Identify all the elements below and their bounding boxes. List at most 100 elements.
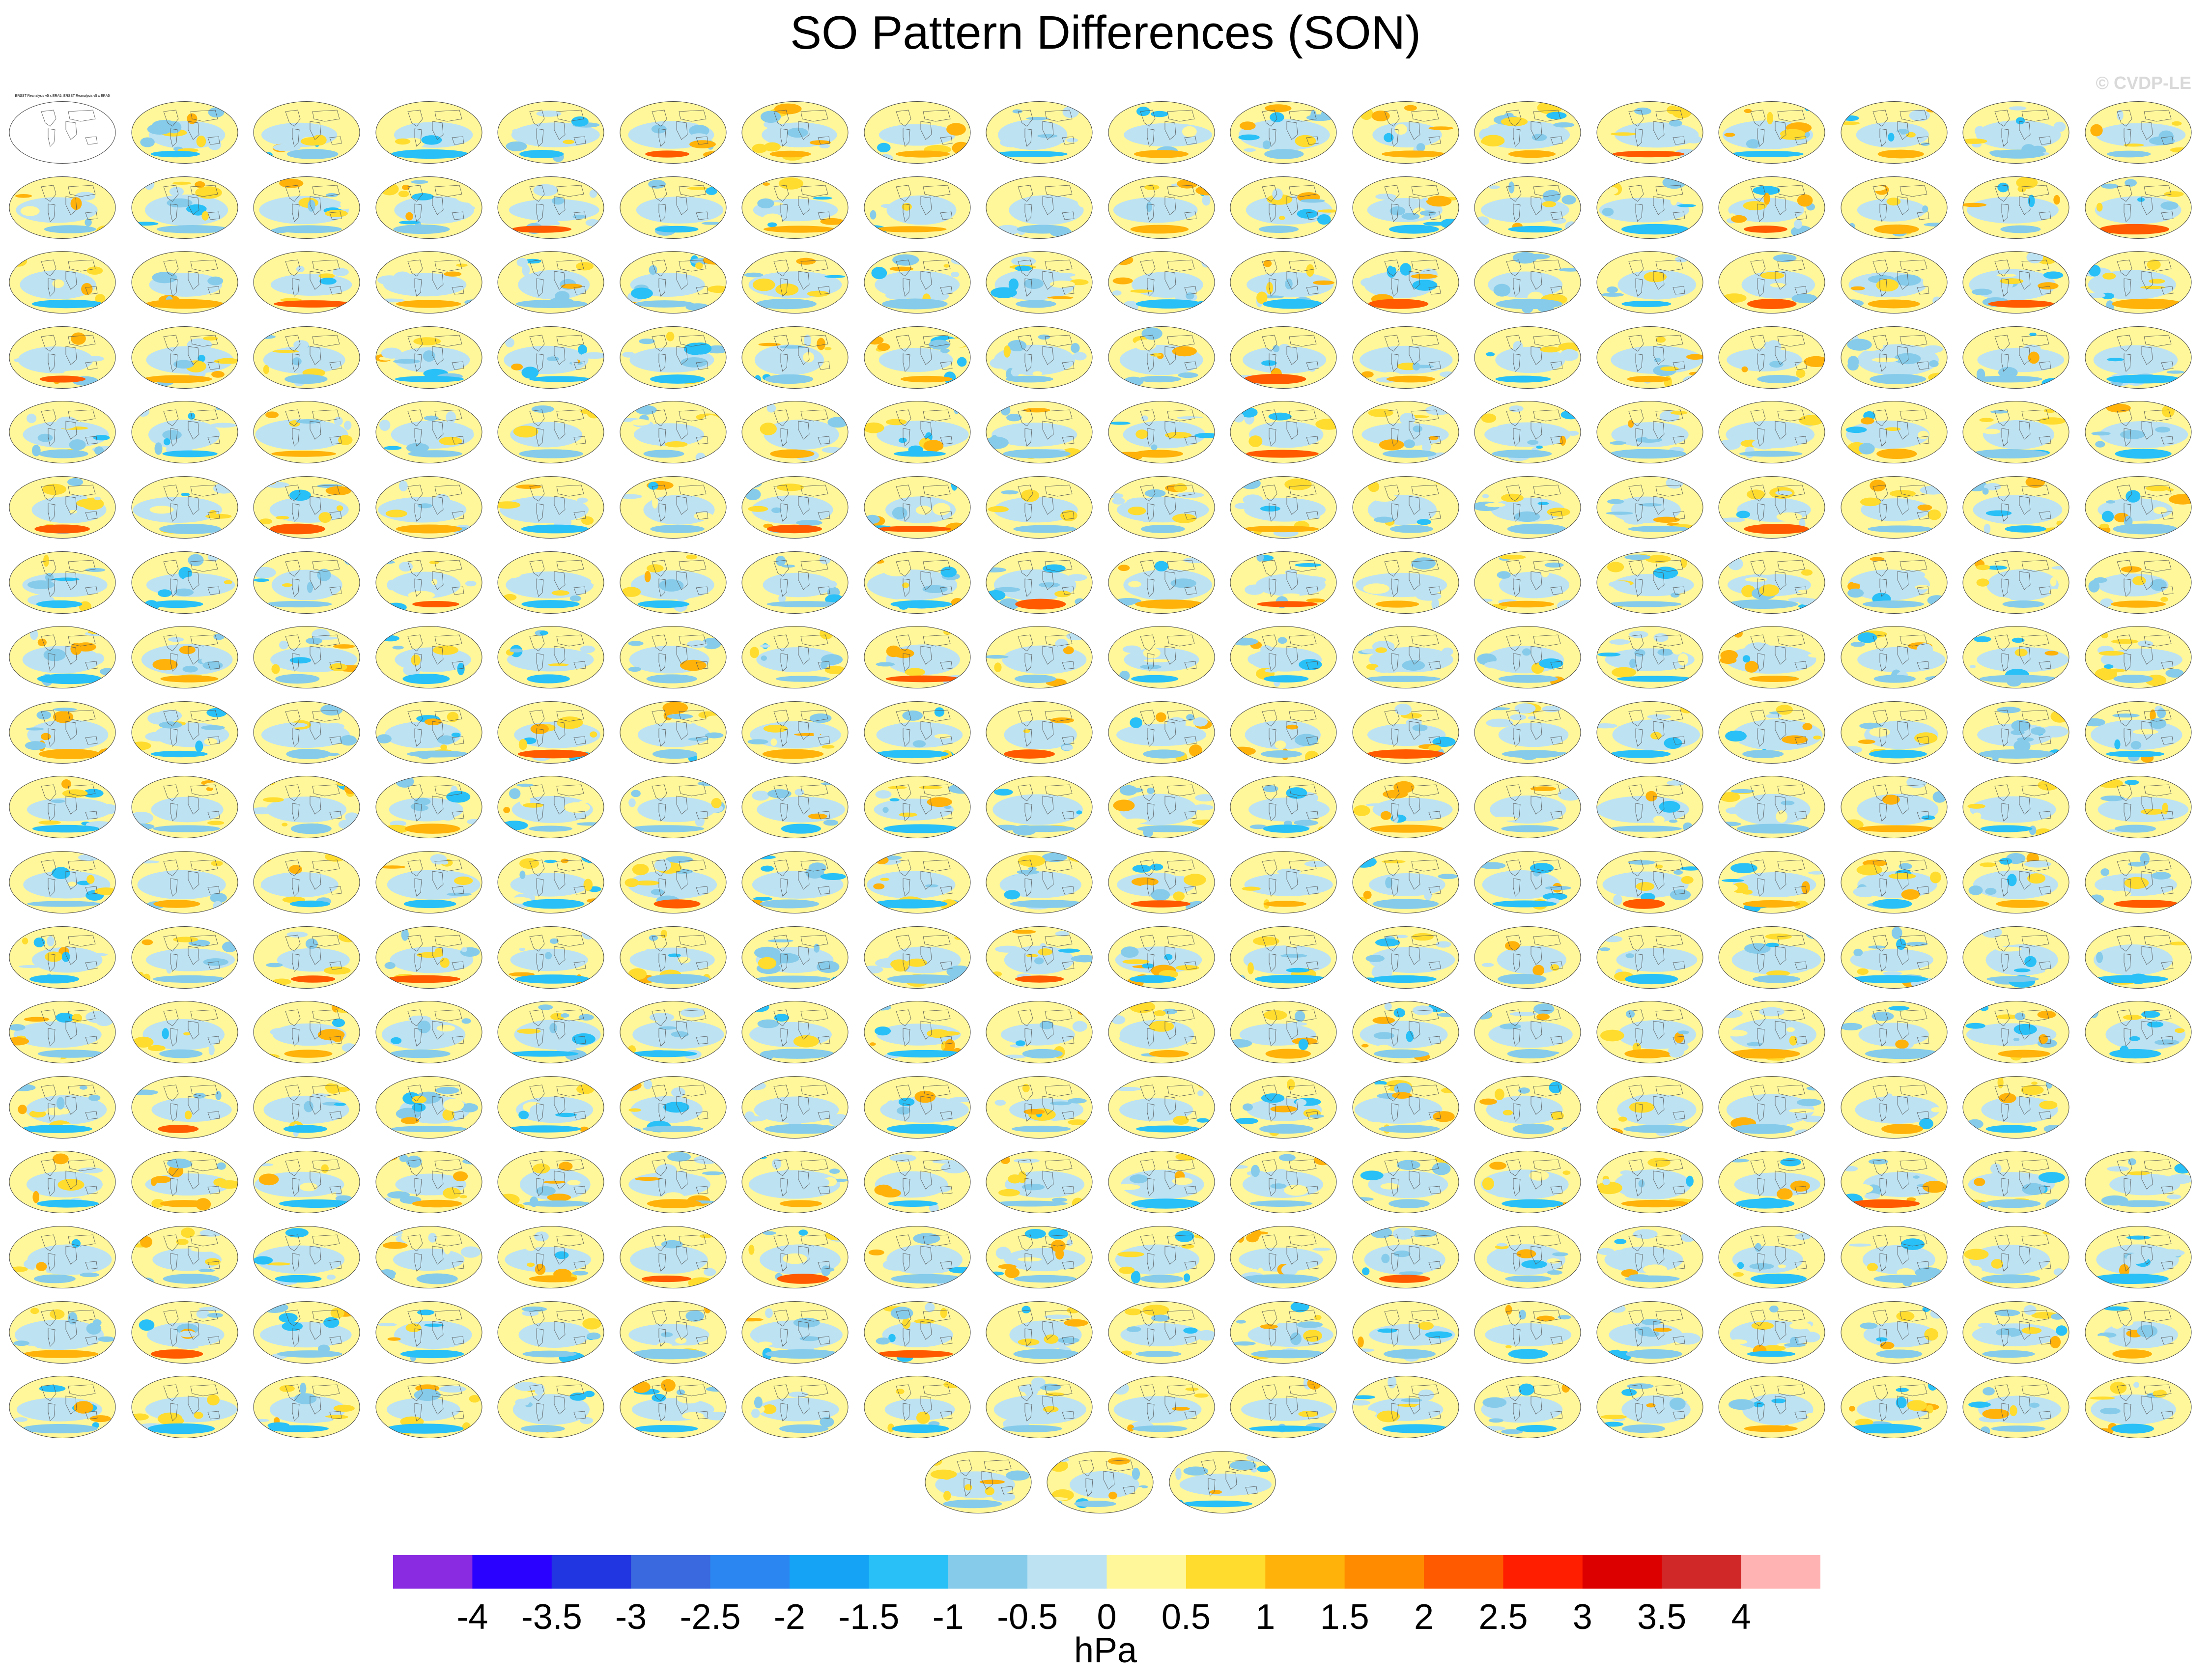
panel-map bbox=[497, 476, 604, 539]
panel-map bbox=[1352, 176, 1459, 239]
map-panel bbox=[7, 693, 118, 767]
map-panel bbox=[862, 1368, 973, 1442]
map-panel bbox=[373, 393, 484, 467]
panel-map bbox=[864, 1076, 970, 1139]
panel-map bbox=[1596, 326, 1703, 389]
panel-map bbox=[9, 1076, 116, 1139]
panel-map bbox=[1230, 1376, 1337, 1439]
map-panel bbox=[495, 93, 606, 167]
map-panel bbox=[495, 318, 606, 392]
panel-map bbox=[375, 1001, 482, 1064]
panel-map bbox=[131, 401, 238, 464]
map-panel bbox=[1350, 393, 1461, 467]
panel-map bbox=[1108, 1301, 1215, 1364]
panel-map bbox=[1596, 926, 1703, 989]
map-panel bbox=[1472, 93, 1583, 167]
panel-map bbox=[497, 251, 604, 314]
panel-map bbox=[986, 251, 1093, 314]
colorbar bbox=[393, 1555, 1820, 1589]
map-panel bbox=[1716, 918, 1827, 992]
colorbar-tick-label: 3 bbox=[1572, 1597, 1592, 1637]
panel-map bbox=[1230, 1001, 1337, 1064]
map-panel bbox=[251, 543, 362, 617]
map-panel bbox=[618, 1218, 729, 1292]
map-panel bbox=[1594, 1368, 1705, 1442]
map-panel bbox=[1106, 1143, 1217, 1217]
panel-map bbox=[131, 326, 238, 389]
panel-map bbox=[2085, 926, 2191, 989]
map-panel bbox=[1594, 243, 1705, 317]
map-panel bbox=[1960, 93, 2071, 167]
map-panel bbox=[1472, 843, 1583, 917]
map-panel bbox=[618, 993, 729, 1067]
map-panel bbox=[373, 1293, 484, 1367]
map-panel bbox=[1106, 93, 1217, 167]
panel-map bbox=[9, 326, 116, 389]
panel-map bbox=[1108, 551, 1215, 614]
panel-map bbox=[620, 851, 726, 913]
panel-map bbox=[986, 401, 1093, 464]
map-panel bbox=[618, 768, 729, 842]
panel-map bbox=[1596, 251, 1703, 314]
panel-map bbox=[741, 101, 849, 164]
panel-map bbox=[1108, 776, 1215, 839]
panel-map bbox=[1841, 326, 1947, 389]
panel-map bbox=[9, 251, 116, 314]
map-panel bbox=[1350, 768, 1461, 842]
map-panel bbox=[2083, 393, 2194, 467]
panel-map bbox=[1962, 101, 2069, 164]
panel-map bbox=[1718, 101, 1825, 164]
map-panel bbox=[495, 618, 606, 692]
map-panel bbox=[495, 1068, 606, 1142]
panel-map bbox=[620, 701, 726, 764]
map-panel bbox=[862, 543, 973, 617]
panel-map bbox=[497, 101, 604, 164]
map-panel bbox=[1472, 1368, 1583, 1442]
panel-map bbox=[741, 476, 849, 539]
map-panel bbox=[1228, 243, 1339, 317]
map-panel bbox=[739, 1368, 850, 1442]
map-panel bbox=[984, 543, 1095, 617]
map-panel bbox=[1106, 468, 1217, 542]
colorbar-tick-labels: -4 -3.5 -3 -2.5 -2 -1.5 -1 -0.5 0 0.5 1 1.5 2 2.5 3 3.5… bbox=[0, 1597, 2211, 1637]
map-panel bbox=[618, 1068, 729, 1142]
map-panel bbox=[129, 318, 240, 392]
panel-map bbox=[131, 476, 238, 539]
map-panel bbox=[1594, 169, 1705, 242]
panel-map bbox=[2085, 851, 2191, 913]
map-panel bbox=[984, 993, 1095, 1067]
map-panel bbox=[1472, 318, 1583, 392]
map-panel bbox=[984, 1368, 1095, 1442]
panel-map bbox=[131, 251, 238, 314]
panel-map bbox=[1230, 1151, 1337, 1214]
panel-map bbox=[375, 626, 482, 689]
panel-map bbox=[1718, 1301, 1825, 1364]
map-panel bbox=[1839, 768, 1950, 842]
colorbar-swatch bbox=[1027, 1555, 1107, 1589]
map-panel bbox=[1472, 468, 1583, 542]
page-title: SO Pattern Differences (SON) bbox=[790, 6, 1421, 59]
map-panel bbox=[7, 543, 118, 617]
panel-map bbox=[2085, 251, 2191, 314]
map-panel bbox=[1716, 393, 1827, 467]
panel-map bbox=[741, 251, 849, 314]
map-panel bbox=[251, 993, 362, 1067]
map-panel bbox=[1839, 543, 1950, 617]
panel-map bbox=[1962, 1076, 2069, 1139]
panel-map bbox=[375, 926, 482, 989]
map-panel bbox=[739, 1293, 850, 1367]
map-panel bbox=[251, 693, 362, 767]
panel-map bbox=[864, 926, 970, 989]
panel-map bbox=[375, 476, 482, 539]
map-panel bbox=[1716, 318, 1827, 392]
panel-map bbox=[741, 1226, 849, 1288]
colorbar-swatch bbox=[1503, 1555, 1583, 1589]
map-panel bbox=[1839, 843, 1950, 917]
map-panel bbox=[1167, 1443, 1278, 1517]
map-panel bbox=[1716, 618, 1827, 692]
panel-map bbox=[1474, 1151, 1581, 1214]
map-panel bbox=[7, 918, 118, 992]
credit-label: © CVDP-LE bbox=[2096, 73, 2191, 93]
map-panel bbox=[1472, 918, 1583, 992]
panel-map bbox=[1047, 1451, 1154, 1513]
